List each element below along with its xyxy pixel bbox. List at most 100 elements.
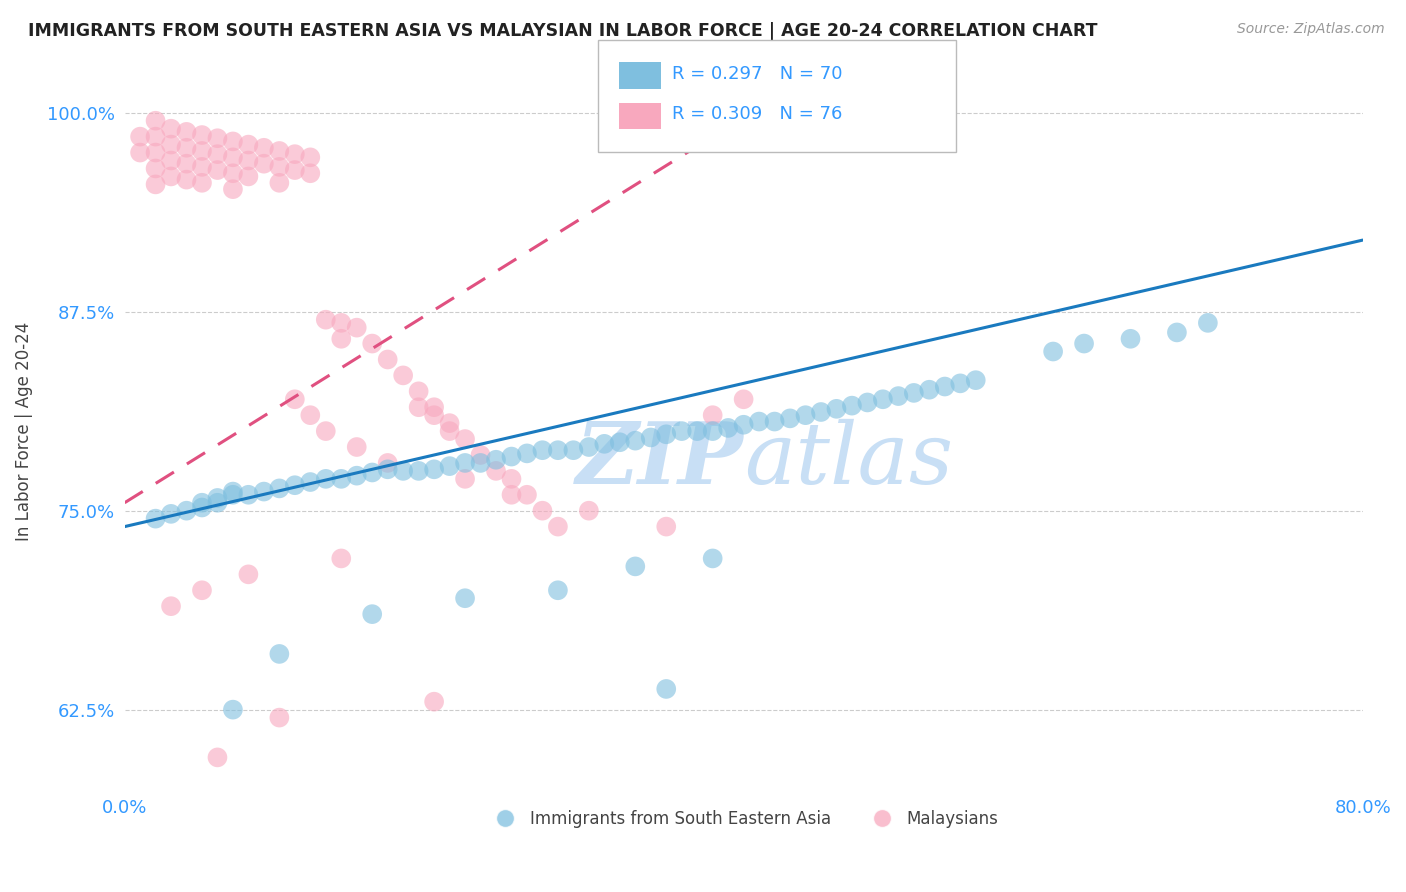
Point: [717, 421, 740, 435]
Point: [176, 125, 198, 139]
Point: [191, 176, 214, 190]
Point: [562, 443, 585, 458]
Point: [392, 368, 415, 383]
Point: [284, 163, 307, 178]
Point: [454, 456, 477, 470]
Point: [516, 488, 538, 502]
Point: [176, 141, 198, 155]
Point: [361, 607, 384, 621]
Text: atlas: atlas: [744, 418, 953, 501]
Point: [330, 332, 353, 346]
Point: [160, 599, 183, 614]
Point: [346, 468, 368, 483]
Point: [284, 147, 307, 161]
Point: [810, 405, 832, 419]
Point: [299, 150, 322, 164]
Point: [949, 376, 972, 391]
Point: [377, 352, 399, 367]
Point: [284, 478, 307, 492]
Point: [501, 450, 523, 464]
Point: [423, 408, 446, 422]
Point: [191, 583, 214, 598]
Point: [238, 488, 260, 502]
Point: [439, 416, 461, 430]
Point: [269, 647, 291, 661]
Text: R = 0.309   N = 76: R = 0.309 N = 76: [672, 105, 842, 123]
Point: [1073, 336, 1095, 351]
Point: [191, 496, 214, 510]
Point: [1166, 326, 1188, 340]
Point: [222, 703, 245, 717]
Point: [733, 392, 755, 407]
Point: [841, 399, 863, 413]
Point: [516, 446, 538, 460]
Point: [470, 448, 492, 462]
Point: [825, 401, 848, 416]
Point: [207, 491, 229, 505]
Point: [222, 488, 245, 502]
Point: [609, 435, 631, 450]
Point: [408, 401, 430, 415]
Point: [315, 312, 337, 326]
Point: [191, 160, 214, 174]
Point: [702, 408, 724, 422]
Text: R = 0.297   N = 70: R = 0.297 N = 70: [672, 65, 842, 83]
Text: ZIP: ZIP: [575, 418, 744, 501]
Point: [176, 504, 198, 518]
Point: [531, 443, 554, 458]
Point: [299, 475, 322, 489]
Point: [501, 488, 523, 502]
Point: [330, 472, 353, 486]
Point: [361, 466, 384, 480]
Point: [207, 750, 229, 764]
Point: [315, 424, 337, 438]
Point: [269, 710, 291, 724]
Point: [578, 440, 600, 454]
Point: [423, 401, 446, 415]
Point: [887, 389, 910, 403]
Point: [1197, 316, 1219, 330]
Point: [408, 384, 430, 399]
Point: [408, 464, 430, 478]
Point: [330, 316, 353, 330]
Point: [253, 484, 276, 499]
Point: [330, 551, 353, 566]
Point: [284, 392, 307, 407]
Point: [965, 373, 987, 387]
Point: [346, 440, 368, 454]
Point: [253, 157, 276, 171]
Y-axis label: In Labor Force | Age 20-24: In Labor Force | Age 20-24: [15, 321, 32, 541]
Point: [439, 424, 461, 438]
Point: [392, 464, 415, 478]
Point: [779, 411, 801, 425]
Point: [145, 113, 167, 128]
Point: [207, 496, 229, 510]
Point: [454, 472, 477, 486]
Point: [872, 392, 894, 407]
Point: [160, 121, 183, 136]
Point: [686, 424, 709, 438]
Point: [794, 408, 817, 422]
Point: [222, 150, 245, 164]
Point: [253, 141, 276, 155]
Point: [624, 559, 647, 574]
Point: [207, 163, 229, 178]
Point: [470, 456, 492, 470]
Point: [934, 379, 956, 393]
Point: [655, 427, 678, 442]
Point: [903, 385, 925, 400]
Point: [160, 169, 183, 184]
Point: [129, 129, 152, 144]
Point: [655, 519, 678, 533]
Point: [222, 484, 245, 499]
Point: [145, 129, 167, 144]
Point: [269, 160, 291, 174]
Legend: Immigrants from South Eastern Asia, Malaysians: Immigrants from South Eastern Asia, Mala…: [482, 804, 1005, 835]
Point: [423, 462, 446, 476]
Point: [578, 504, 600, 518]
Point: [361, 336, 384, 351]
Point: [222, 135, 245, 149]
Point: [238, 567, 260, 582]
Point: [733, 417, 755, 432]
Point: [299, 166, 322, 180]
